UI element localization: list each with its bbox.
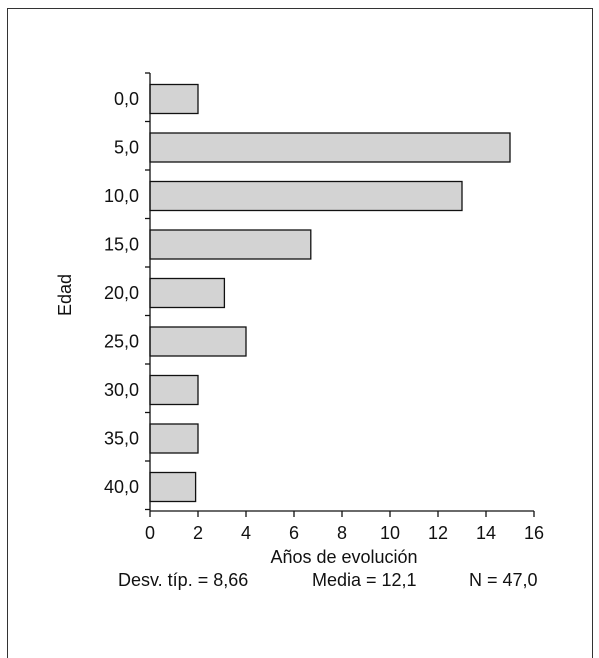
stat-n: N = 47,0 [469, 570, 538, 590]
bar [149, 180, 463, 212]
bar [149, 374, 199, 406]
bars-group [149, 83, 511, 503]
y-tick-label: 0,0 [114, 89, 139, 109]
axes-group: 0,0 5,0 10,0 15,0 20,0 25,0 30,0 35,0 40,0 0 2 4 6 8 1… [104, 72, 544, 543]
x-tick-label: 12 [428, 523, 448, 543]
y-tick-label: 15,0 [104, 235, 139, 255]
bar [149, 326, 247, 357]
bar [149, 277, 226, 309]
stat-std-dev: Desv. típ. = 8,66 [118, 570, 249, 590]
x-axis-label: Años de evolución [270, 547, 417, 567]
y-tick-label: 30,0 [104, 380, 139, 400]
summary-stats: Desv. típ. = 8,66 Media = 12,1 N = 47,0 [0, 570, 599, 594]
chart-frame [7, 8, 593, 658]
x-tick-label: 16 [524, 523, 544, 543]
y-tick-label: 5,0 [114, 138, 139, 158]
y-tick-label: 40,0 [104, 477, 139, 497]
x-tick-label: 2 [193, 523, 203, 543]
x-tick-label: 8 [337, 523, 347, 543]
bar [149, 423, 199, 454]
y-tick-label: 20,0 [104, 283, 139, 303]
bar [149, 229, 312, 260]
bar [149, 132, 511, 163]
bar [149, 83, 199, 115]
y-axis-label: Edad [55, 274, 75, 316]
x-tick-label: 0 [145, 523, 155, 543]
stat-mean: Media = 12,1 [312, 570, 417, 590]
x-tick-label: 4 [241, 523, 251, 543]
y-tick-label: 25,0 [104, 332, 139, 352]
x-tick-label: 14 [476, 523, 496, 543]
bar [149, 471, 197, 503]
y-tick-label: 35,0 [104, 429, 139, 449]
y-tick-label: 10,0 [104, 186, 139, 206]
x-tick-label: 10 [380, 523, 400, 543]
x-tick-label: 6 [289, 523, 299, 543]
